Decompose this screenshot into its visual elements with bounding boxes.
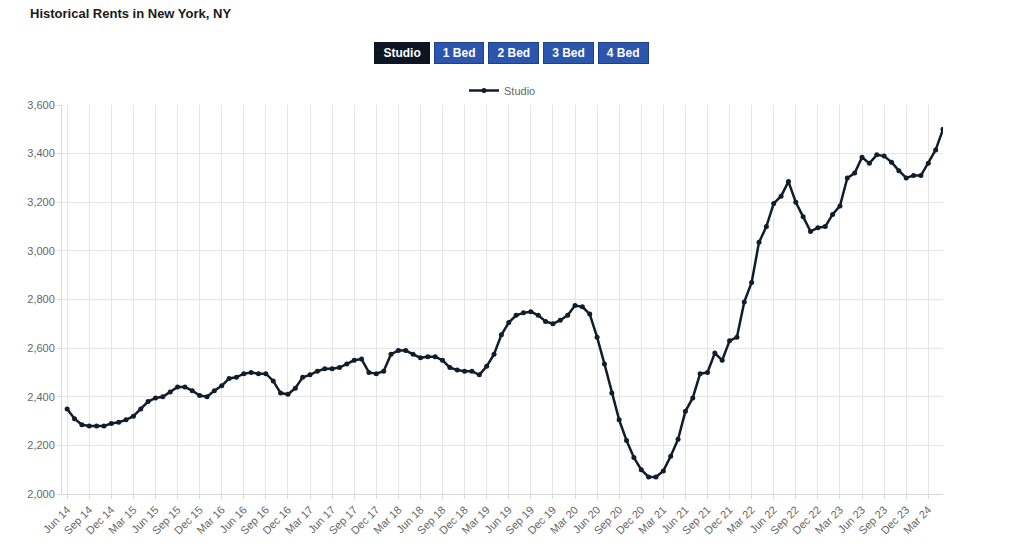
svg-text:Mar 21: Mar 21 [636,504,669,537]
svg-text:Jun 20: Jun 20 [571,504,603,536]
svg-text:Mar 16: Mar 16 [194,504,227,537]
html-text:4 Bed: 4 Bed [606,46,640,60]
svg-text:Jun 23: Jun 23 [836,504,868,536]
svg-text:Dec 19: Dec 19 [525,504,558,537]
html-text:1 Bed: 1 Bed [442,46,476,60]
svg-text:2,200: 2,200 [27,439,55,451]
svg-text:Mar 18: Mar 18 [371,504,404,537]
svg-text:2,000: 2,000 [27,488,55,500]
html-text:3 Bed: 3 Bed [552,46,585,60]
html-text:Historical Rents in New York,: Historical Rents in New York, NY [30,6,232,21]
svg-text:2,400: 2,400 [27,391,55,403]
svg-text:Dec 22: Dec 22 [790,504,823,537]
svg-text:3,600: 3,600 [27,99,55,111]
svg-text:Mar 24: Mar 24 [901,504,934,537]
svg-text:Sep 22: Sep 22 [768,504,801,537]
svg-text:Sep 14: Sep 14 [61,504,94,537]
svg-text:Jun 17: Jun 17 [306,504,338,536]
svg-text:Dec 15: Dec 15 [172,504,205,537]
svg-text:Dec 16: Dec 16 [260,504,293,537]
svg-text:Jun 16: Jun 16 [217,504,249,536]
svg-text:3,000: 3,000 [27,245,55,257]
svg-text:Sep 19: Sep 19 [503,504,536,537]
svg-text:Sep 23: Sep 23 [856,504,889,537]
svg-text:Mar 22: Mar 22 [724,504,757,537]
svg-text:Sep 21: Sep 21 [680,504,713,537]
html-text:2 Bed: 2 Bed [497,46,531,60]
svg-text:Dec 18: Dec 18 [437,504,470,537]
svg-text:Jun 19: Jun 19 [482,504,514,536]
svg-text:Sep 15: Sep 15 [150,504,183,537]
svg-text:Mar 23: Mar 23 [813,504,846,537]
svg-text:Mar 17: Mar 17 [283,504,316,537]
svg-text:2,600: 2,600 [27,342,55,354]
html-text:Studio: Studio [383,46,421,60]
svg-text:Jun 18: Jun 18 [394,504,426,536]
svg-text:Jun 14: Jun 14 [41,504,73,536]
svg-text:Dec 20: Dec 20 [613,504,646,537]
svg-text:Dec 17: Dec 17 [348,504,381,537]
svg-text:Dec 21: Dec 21 [702,504,735,537]
svg-text:Mar 20: Mar 20 [548,504,581,537]
svg-text:Jun 22: Jun 22 [747,504,779,536]
svg-text:Jun 21: Jun 21 [659,504,691,536]
svg-text:Sep 16: Sep 16 [238,504,271,537]
svg-text:Sep 18: Sep 18 [415,504,448,537]
svg-text:Dec 14: Dec 14 [83,504,116,537]
svg-text:Sep 17: Sep 17 [326,504,359,537]
svg-text:3,200: 3,200 [27,196,55,208]
svg-text:Mar 19: Mar 19 [459,504,492,537]
svg-text:Mar 15: Mar 15 [106,504,139,537]
svg-text:2,800: 2,800 [27,293,55,305]
svg-text:Dec 23: Dec 23 [878,504,911,537]
svg-text:3,400: 3,400 [27,147,55,159]
svg-text:Sep 20: Sep 20 [591,504,624,537]
svg-text:Studio: Studio [504,85,535,97]
svg-text:Jun 15: Jun 15 [129,504,161,536]
